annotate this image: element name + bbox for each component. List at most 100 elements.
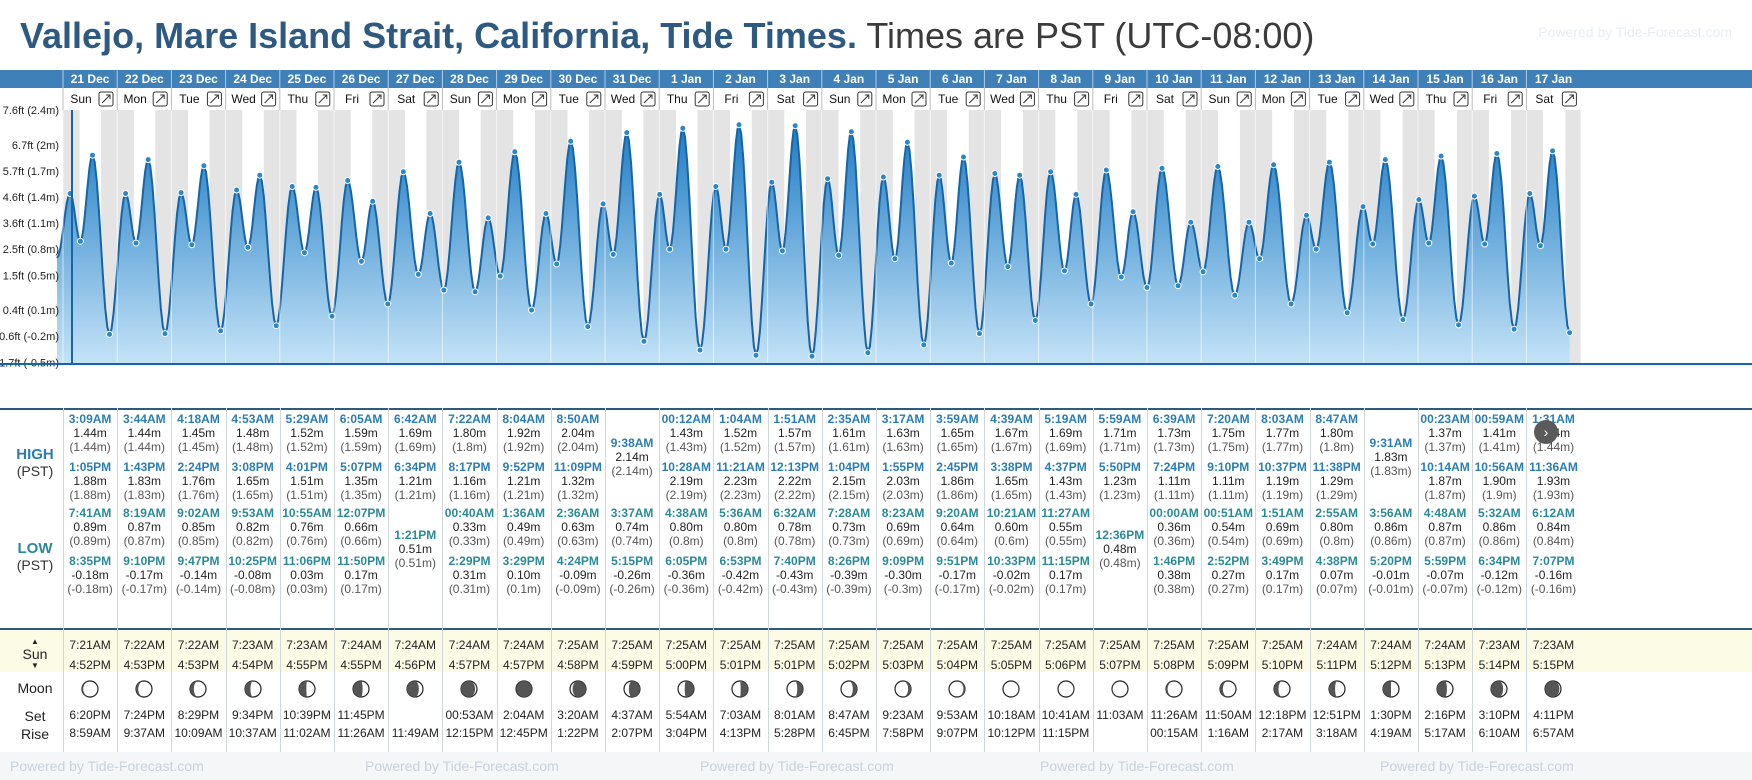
sunset-time: 5:01PM (719, 658, 762, 672)
high-tide-height: 1.83m (1374, 450, 1408, 464)
sun-cell: 7:24AM 5:12PM (1364, 638, 1418, 672)
column-separator (1472, 408, 1474, 752)
moonrise-time: 9:07PM (936, 726, 978, 740)
low-tide-time: 3:56AM (1369, 506, 1413, 520)
low-tide-point (1199, 268, 1207, 276)
low-tide-height-alt: (0.8m) (1319, 534, 1355, 548)
low-tide-time: 7:40PM (773, 554, 816, 568)
high-tide-entry: 8:50AM 2.04m (2.04m) (551, 412, 605, 454)
high-tide-entry: 1:51AM 1.57m (1.57m) (768, 412, 822, 454)
tide-area (57, 124, 1570, 364)
moon-times-cell: 00:53AM 12:15PM (442, 708, 496, 740)
next-arrow-icon[interactable]: › (1534, 420, 1558, 444)
moon-times-cell: 10:41AM 11:15PM (1039, 708, 1093, 740)
low-tide-time: 6:34PM (1478, 554, 1521, 568)
high-tide-height-alt: (1.52m) (719, 440, 762, 454)
sunrise-time: 7:25AM (1207, 638, 1249, 652)
high-tide-point (847, 128, 855, 136)
high-tide-entry: 11:38PM 1.29m (1.29m) (1310, 460, 1364, 502)
low-tide-time: 5:15PM (611, 554, 654, 568)
moonset-time: 4:11PM (1533, 708, 1574, 722)
low-tide-height-alt: (-0.26m) (609, 582, 655, 596)
high-tide-cell: 8:50AM 2.04m (2.04m) 11:09PM 1.32m (1.32m) (551, 412, 605, 508)
sunrise-time: 7:24AM (1316, 638, 1358, 652)
high-tide-height-alt: (1.71m) (1099, 440, 1141, 454)
high-tide-height-alt: (1.44m) (1532, 440, 1575, 454)
low-tide-point (357, 257, 365, 265)
high-tide-height-alt: (1.32m) (557, 488, 599, 502)
high-tide-point (200, 162, 208, 170)
low-tide-time: 4:38PM (1315, 554, 1358, 568)
high-tide-cell: 8:03AM 1.77m (1.77m) 10:37PM 1.19m (1.19m) (1255, 412, 1309, 508)
high-tide-entry: 5:59AM 1.71m (1.71m) (1093, 412, 1147, 454)
low-tide-cell: 5:32AM 0.86m (0.86m) 6:34PM -0.12m (-0.12m) (1472, 506, 1526, 602)
moon-phase-icon (1219, 680, 1237, 698)
moon-phase-icon (1002, 680, 1021, 698)
high-tide-entry: 10:37PM 1.19m (1.19m) (1255, 460, 1309, 502)
high-tide-point (879, 173, 887, 181)
high-tide-height-alt: (1.83m) (123, 488, 165, 502)
high-tide-entry: 3:44AM 1.44m (1.44m) (117, 412, 171, 454)
high-tide-height: 1.32m (561, 474, 595, 488)
column-separator (334, 408, 335, 752)
low-tide-height: 0.80m (1320, 520, 1354, 534)
high-tide-height-alt: (2.23m) (719, 488, 762, 502)
sun-cell: 7:23AM 4:55PM (280, 638, 334, 672)
low-tide-time: 3:29PM (502, 554, 545, 568)
low-tide-entry: 5:32AM 0.86m (0.86m) (1472, 506, 1526, 548)
date-label: 6 Jan (942, 72, 973, 86)
low-tide-entry: 9:51PM -0.17m (-0.17m) (930, 554, 984, 596)
sunset-time: 4:57PM (503, 658, 545, 672)
high-tide-height: 1.51m (290, 474, 324, 488)
high-tide-height-alt: (1.11m) (1208, 488, 1249, 502)
weekday-label: Fri (1104, 92, 1118, 106)
high-tide-height: 1.37m (1428, 426, 1462, 440)
high-tide-height-alt: (1.41m) (1478, 440, 1520, 454)
high-tide-height: 2.03m (886, 474, 920, 488)
high-tide-point (1470, 192, 1478, 200)
high-tide-cell: 4:39AM 1.67m (1.67m) 3:38PM 1.65m (1.65m) (984, 412, 1038, 508)
date-label: 28 Dec (450, 72, 489, 86)
low-tide-time: 7:41AM (68, 506, 112, 520)
low-tide-time: 7:07PM (1532, 554, 1575, 568)
high-tide-height-alt: (2.04m) (557, 440, 599, 454)
sunrise-time: 7:24AM (503, 638, 545, 652)
expand-arrow (806, 94, 816, 104)
low-tide-entry: 7:28AM 0.73m (0.73m) (822, 506, 876, 548)
low-tide-entry: 6:05PM -0.36m (-0.36m) (659, 554, 713, 596)
low-tide-time: 2:52PM (1207, 554, 1250, 568)
high-tide-height-alt: (1.88m) (69, 488, 111, 502)
low-tide-point (666, 245, 674, 253)
moon-phase-cell (1201, 680, 1255, 700)
expand-arrow (697, 94, 707, 104)
high-tide-time: 3:59AM (935, 412, 979, 426)
high-tide-time: 8:03AM (1261, 412, 1304, 426)
moonrise-time: 1:22PM (557, 726, 599, 740)
high-tide-point (89, 151, 96, 159)
high-tide-entry: 3:59AM 1.65m (1.65m) (930, 412, 984, 454)
low-tide-entry: 7:07PM -0.16m (-0.16m) (1526, 554, 1580, 596)
moonset-time: 10:41AM (1041, 708, 1090, 722)
low-tide-height-alt: (0.48m) (1099, 556, 1141, 570)
high-tide-entry: 6:34PM 1.21m (1.21m) (388, 460, 442, 502)
low-tide-time: 9:20AM (935, 506, 979, 520)
sun-cell: 7:21AM 4:52PM (63, 638, 117, 672)
column-separator (767, 408, 769, 752)
sunrise-time: 7:25AM (557, 638, 599, 652)
low-tide-entry: 00:00AM 0.36m (0.36m) (1147, 506, 1201, 548)
low-tide-time: 5:36AM (719, 506, 762, 520)
sun-cell: 7:22AM 4:53PM (117, 638, 171, 672)
date-label: 3 Jan (779, 72, 810, 86)
high-tide-entry: 12:13PM 2.22m (2.22m) (768, 460, 822, 502)
moon-phase-cell (551, 680, 605, 700)
low-tide-point (76, 237, 84, 245)
high-tide-point (122, 190, 130, 197)
low-tide-time: 5:59PM (1424, 554, 1467, 568)
low-tide-point (1399, 316, 1407, 324)
low-tide-height: 0.69m (1265, 520, 1300, 534)
moon-label-text: Moon (17, 680, 53, 696)
powered-by-footer: Powered by Tide-Forecast.com (1380, 758, 1574, 774)
high-tide-point (1129, 208, 1137, 216)
low-tide-entry: 8:19AM 0.87m (0.87m) (117, 506, 171, 548)
low-tide-time: 4:48AM (1423, 506, 1467, 520)
